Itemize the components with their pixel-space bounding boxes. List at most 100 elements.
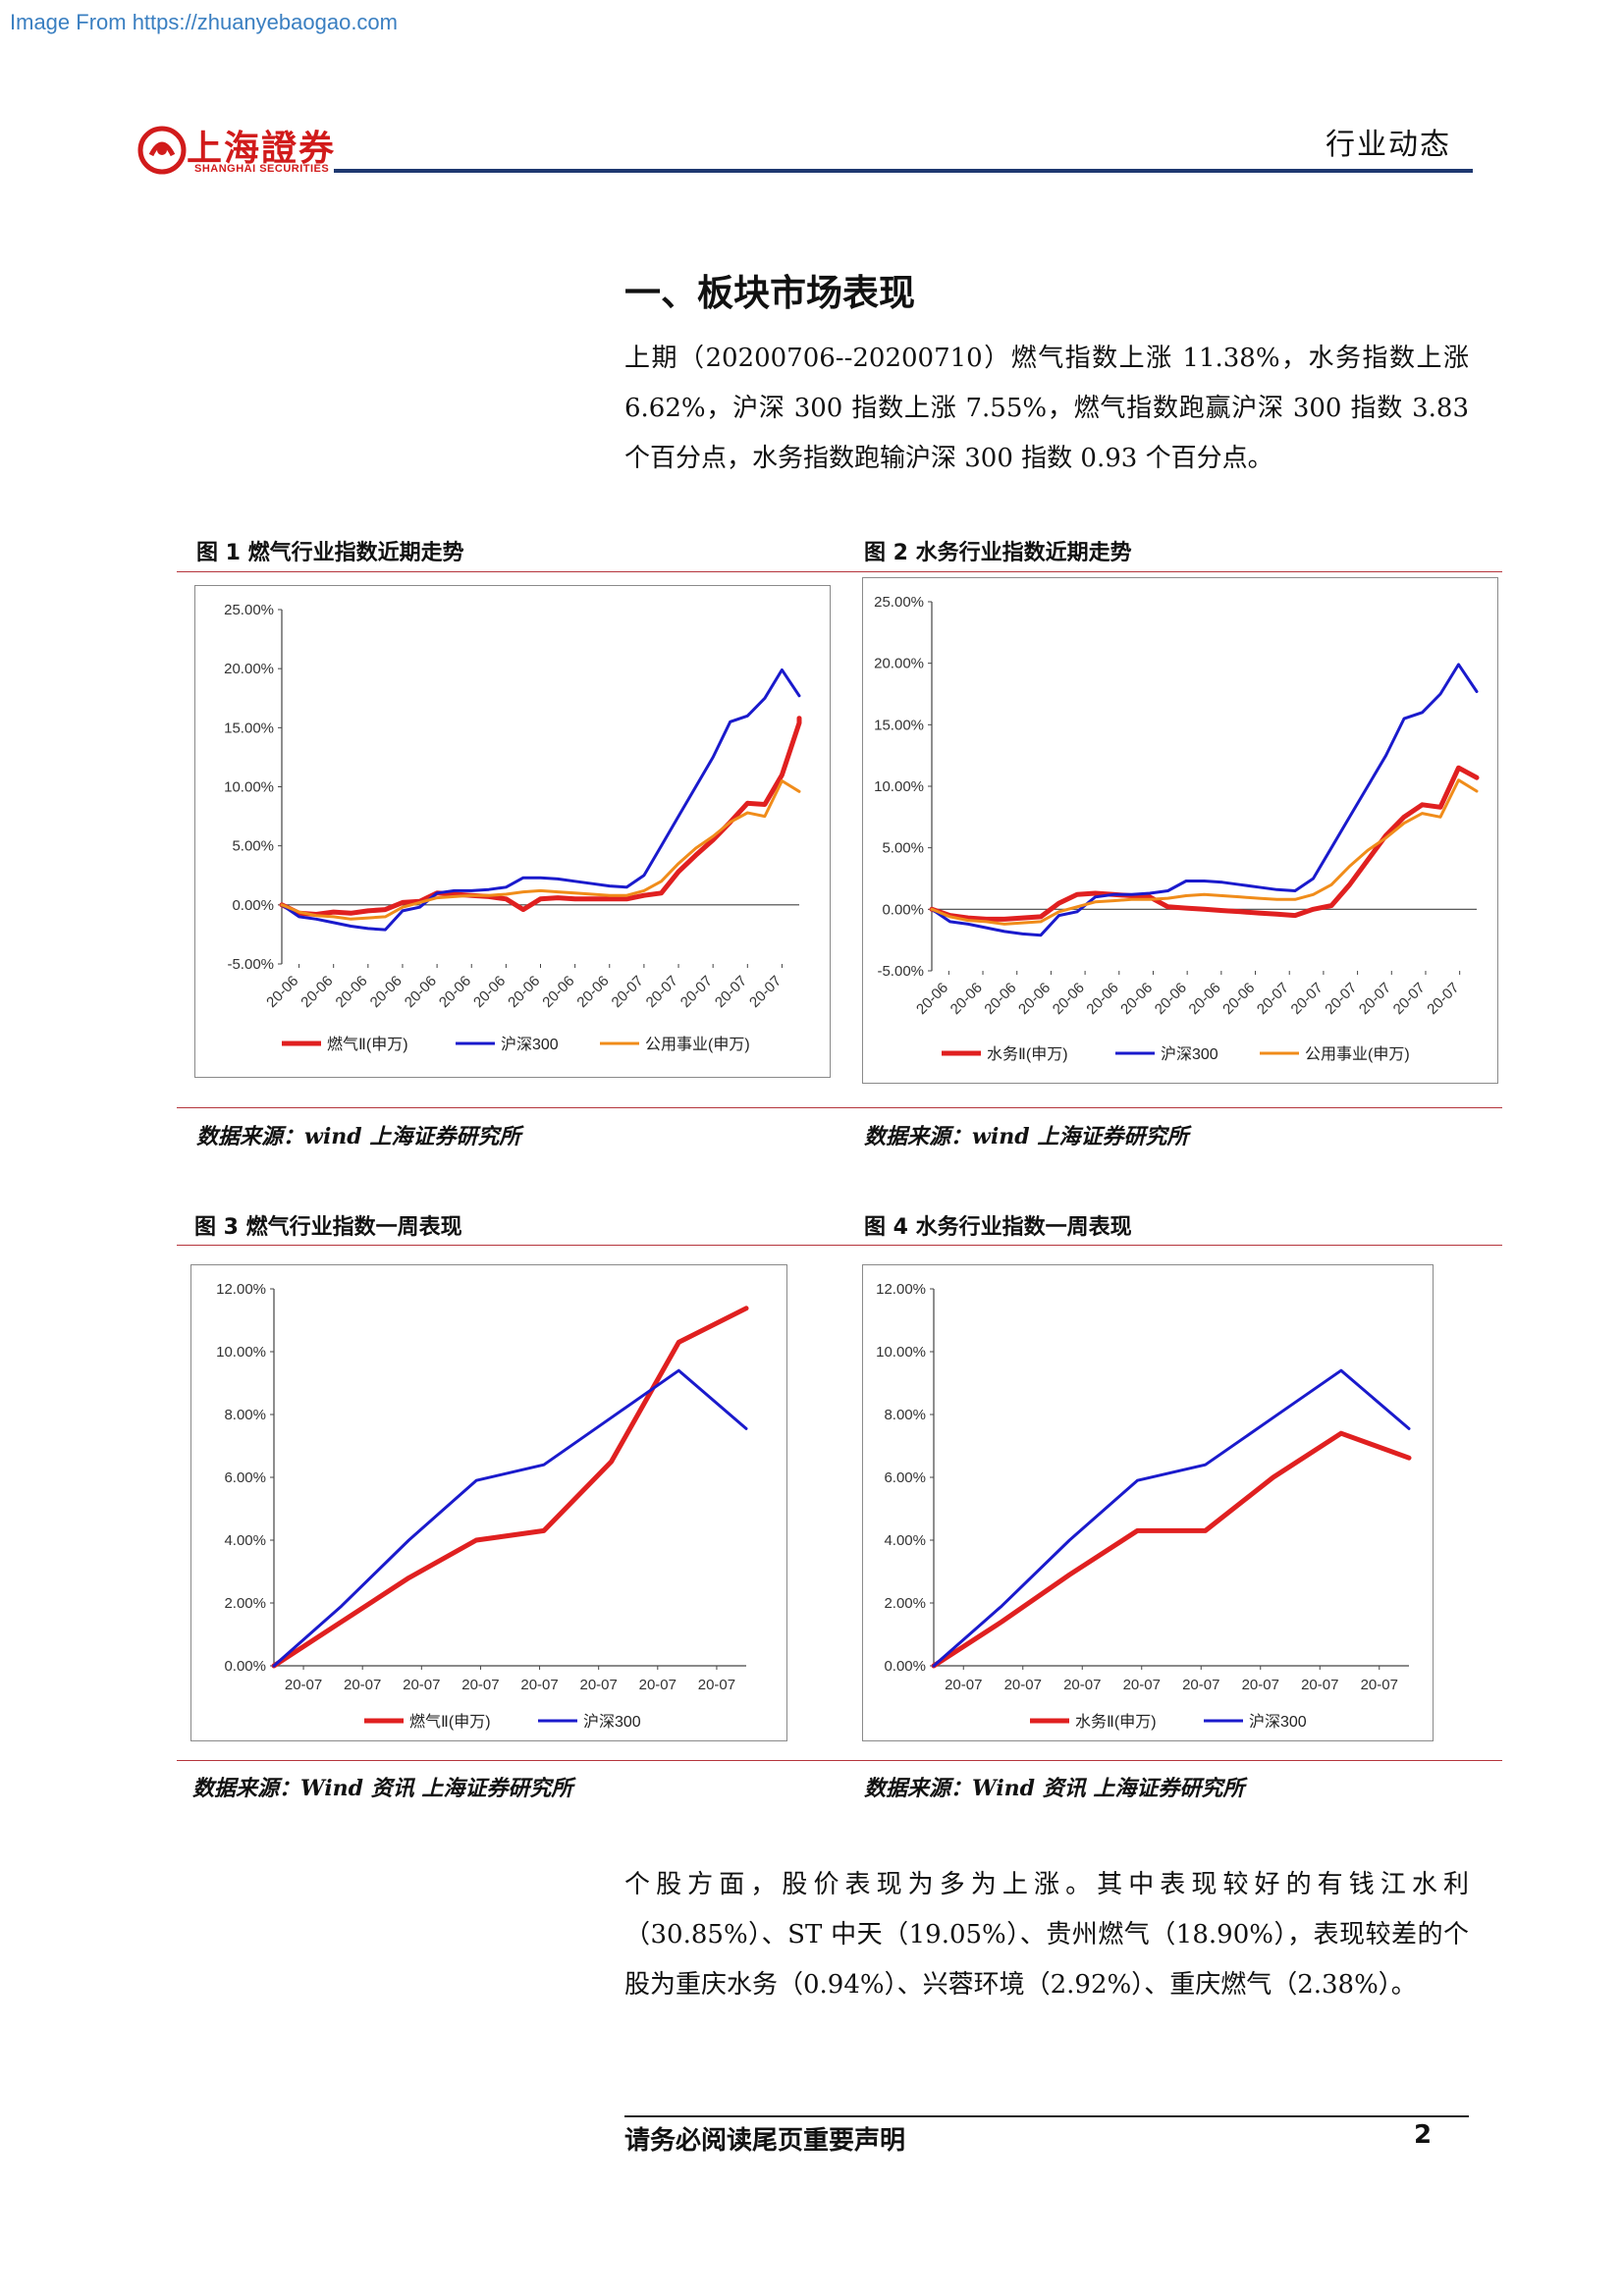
x-tick-label: 20-07 [1424, 980, 1462, 1018]
y-tick-label: 0.00% [232, 897, 274, 914]
chart-2-frame: 25.00% 20.00% 15.00% 10.00% 5.00% 0.00% -5.00%… [862, 577, 1498, 1084]
y-tick-label: 0.00% [224, 1658, 266, 1675]
x-tick-label: 20-07 [1288, 980, 1326, 1018]
y-tick-label: 0.00% [882, 901, 924, 918]
x-tick-label: 20-07 [1390, 980, 1429, 1018]
legend-label-0: 水务Ⅱ(申万) [987, 1045, 1068, 1063]
logo-icon [137, 126, 187, 175]
figure-bottom-rule [177, 1760, 1502, 1761]
y-tick-label: 6.00% [224, 1469, 266, 1486]
chart-3: 12.00% 10.00% 8.00% 6.00% 4.00% 2.00% 0.00% 20-… [216, 1281, 749, 1731]
y-tick-label: 5.00% [882, 840, 924, 857]
y-tick-label: 20.00% [874, 656, 924, 672]
figure-4-title: 图 4 水务行业指数一周表现 [864, 1215, 1132, 1240]
legend-label-0: 水务Ⅱ(申万) [1075, 1713, 1157, 1731]
x-tick-label: 20-07 [698, 1677, 735, 1693]
x-tick-label: 20-07 [639, 1677, 677, 1693]
y-tick-label: 25.00% [224, 602, 274, 618]
x-tick-label: 20-06 [1015, 980, 1054, 1018]
x-tick-label: 20-07 [746, 973, 785, 1011]
y-tick-label: 10.00% [216, 1344, 266, 1361]
footer-notice: 请务必阅读尾页重要声明 [624, 2126, 906, 2156]
x-tick-label: 20-07 [580, 1677, 618, 1693]
legend-label-1: 沪深300 [583, 1713, 641, 1731]
x-tick-label: 20-07 [1254, 980, 1292, 1018]
y-tick-label: 5.00% [232, 838, 274, 855]
x-tick-label: 20-07 [1356, 980, 1394, 1018]
legend-label-1: 沪深300 [501, 1036, 559, 1053]
x-tick-label: 20-06 [1117, 980, 1156, 1018]
x-tick-label: 20-07 [609, 973, 647, 1011]
y-tick-label: 6.00% [884, 1469, 926, 1486]
series-line-0 [929, 765, 1480, 922]
y-tick-label: -5.00% [227, 956, 274, 973]
x-tick-label: 20-06 [573, 973, 612, 1011]
legend-label-1: 沪深300 [1161, 1045, 1218, 1063]
figure-3-source: 数据来源：Wind 资讯 上海证券研究所 [192, 1776, 573, 1801]
figure-1-source: 数据来源：wind 上海证券研究所 [196, 1124, 521, 1149]
chart-1: 25.00% 20.00% 15.00% 10.00% 5.00% 0.00% -5.00%… [224, 602, 802, 1053]
y-tick-label: 2.00% [224, 1595, 266, 1612]
x-tick-label: 20-06 [470, 973, 509, 1011]
x-tick-label: 20-06 [539, 973, 577, 1011]
x-tick-label: 20-06 [505, 973, 543, 1011]
x-tick-label: 20-06 [913, 980, 951, 1018]
x-tick-label: 20-06 [947, 980, 986, 1018]
y-tick-label: 10.00% [876, 1344, 926, 1361]
logo-subtext: SHANGHAI SECURITIES [194, 163, 330, 175]
x-tick-label: 20-06 [1050, 980, 1088, 1018]
legend-label-0: 燃气Ⅱ(申万) [327, 1036, 408, 1053]
y-tick-label: -5.00% [877, 963, 924, 980]
x-tick-label: 20-06 [333, 973, 371, 1011]
series-line-2 [930, 778, 1479, 926]
figure-3-title: 图 3 燃气行业指数一周表现 [194, 1215, 462, 1240]
y-tick-label: 8.00% [884, 1407, 926, 1423]
y-tick-label: 25.00% [874, 594, 924, 611]
series-line-0 [271, 1306, 749, 1669]
y-tick-label: 2.00% [884, 1595, 926, 1612]
y-tick-label: 12.00% [216, 1281, 266, 1298]
header-section-label: 行业动态 [1326, 128, 1451, 162]
y-tick-label: 10.00% [224, 779, 274, 796]
chart-4: 12.00% 10.00% 8.00% 6.00% 4.00% 2.00% 0.00% 20-… [876, 1281, 1412, 1731]
x-tick-label: 20-06 [263, 973, 301, 1011]
section-title: 一、板块市场表现 [624, 272, 915, 314]
figure-2-source: 数据来源：wind 上海证券研究所 [864, 1124, 1189, 1149]
x-tick-label: 20-06 [1219, 980, 1258, 1018]
legend-label-1: 沪深300 [1249, 1713, 1307, 1731]
series-line-2 [280, 779, 801, 921]
x-tick-label: 20-07 [1361, 1677, 1398, 1693]
logo-text: 上海證券 [187, 128, 337, 169]
x-tick-label: 20-07 [1004, 1677, 1042, 1693]
x-tick-label: 20-06 [367, 973, 406, 1011]
x-tick-label: 20-07 [403, 1677, 440, 1693]
x-tick-label: 20-06 [436, 973, 474, 1011]
x-tick-label: 20-07 [643, 973, 681, 1011]
x-tick-label: 20-07 [520, 1677, 558, 1693]
footer-rule [624, 2115, 1469, 2117]
x-tick-label: 20-06 [981, 980, 1019, 1018]
y-tick-label: 0.00% [884, 1658, 926, 1675]
watermark[interactable]: Image From https://zhuanyebaogao.com [10, 10, 398, 34]
chart-4-frame: 12.00% 10.00% 8.00% 6.00% 4.00% 2.00% 0.00% 20-… [862, 1264, 1434, 1741]
x-tick-label: 20-06 [402, 973, 440, 1011]
chart-3-frame: 12.00% 10.00% 8.00% 6.00% 4.00% 2.00% 0.00% 20-… [190, 1264, 787, 1741]
paragraph-stocks: 个股方面，股价表现为多为上涨。其中表现较好的有钱江水利（30.85%）、ST 中… [624, 1870, 1469, 2000]
y-tick-label: 20.00% [224, 661, 274, 677]
x-tick-label: 20-07 [344, 1677, 381, 1693]
x-tick-label: 20-07 [285, 1677, 322, 1693]
x-tick-label: 20-07 [461, 1677, 499, 1693]
x-tick-label: 20-07 [712, 973, 750, 1011]
y-tick-label: 15.00% [224, 720, 274, 736]
y-tick-label: 4.00% [884, 1532, 926, 1549]
x-tick-label: 20-07 [945, 1677, 982, 1693]
y-tick-label: 4.00% [224, 1532, 266, 1549]
x-tick-label: 20-07 [1301, 1677, 1338, 1693]
x-tick-label: 20-07 [1063, 1677, 1101, 1693]
figure-row2-rule [177, 1245, 1502, 1246]
x-tick-label: 20-06 [298, 973, 336, 1011]
y-tick-label: 10.00% [874, 778, 924, 795]
header-rule [334, 169, 1473, 173]
series-line-0 [279, 716, 802, 917]
y-tick-label: 15.00% [874, 717, 924, 733]
